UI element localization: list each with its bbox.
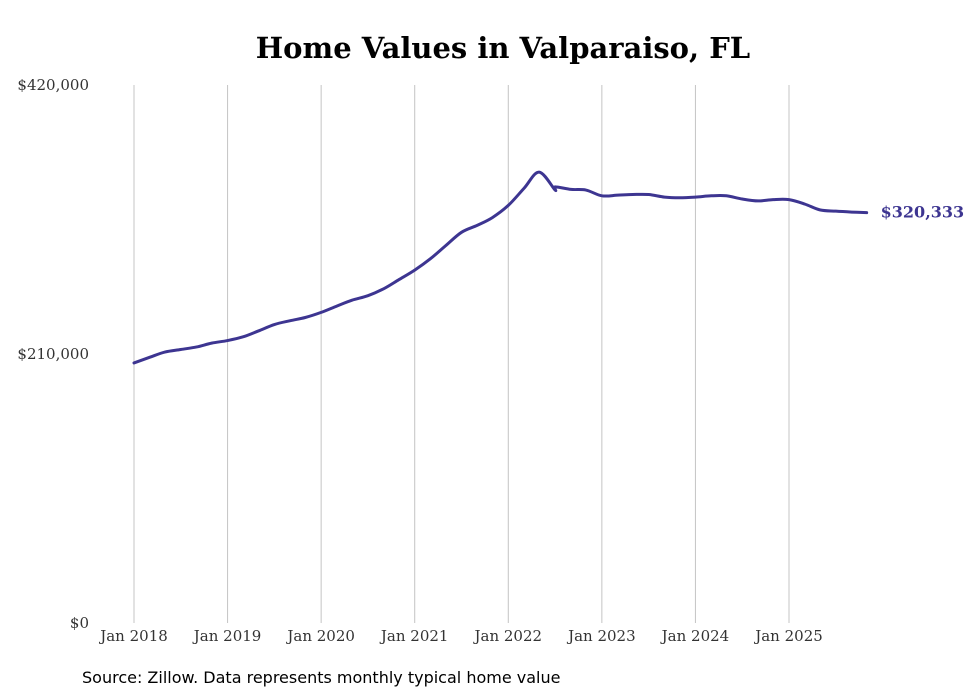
- x-tick-label: Jan 2021: [379, 627, 449, 645]
- y-tick-label: $420,000: [17, 76, 89, 94]
- x-tick-label: Jan 2022: [473, 627, 543, 645]
- x-tick-label: Jan 2018: [98, 627, 168, 645]
- x-tick-label: Jan 2023: [566, 627, 636, 645]
- x-tick-label: Jan 2019: [192, 627, 262, 645]
- x-axis: Jan 2018 Jan 2019 Jan 2020 Jan 2021 Jan 2022…: [98, 627, 823, 645]
- chart-title: Home Values in Valparaiso, FL: [256, 31, 750, 65]
- series-line: [132, 170, 869, 365]
- x-tick-label: Jan 2024: [660, 627, 730, 645]
- y-tick-label: $210,000: [17, 345, 89, 363]
- grid-layer: [133, 85, 790, 623]
- x-tick-label: Jan 2020: [285, 627, 355, 645]
- x-tick-label: Jan 2025: [753, 627, 823, 645]
- series-end-value-label: $320,333: [881, 203, 965, 222]
- y-axis: $0 $210,000 $420,000: [17, 76, 89, 632]
- source-note: Source: Zillow. Data represents monthly …: [82, 668, 560, 687]
- series-layer: $320,333: [132, 170, 965, 365]
- y-tick-label: $0: [70, 614, 89, 632]
